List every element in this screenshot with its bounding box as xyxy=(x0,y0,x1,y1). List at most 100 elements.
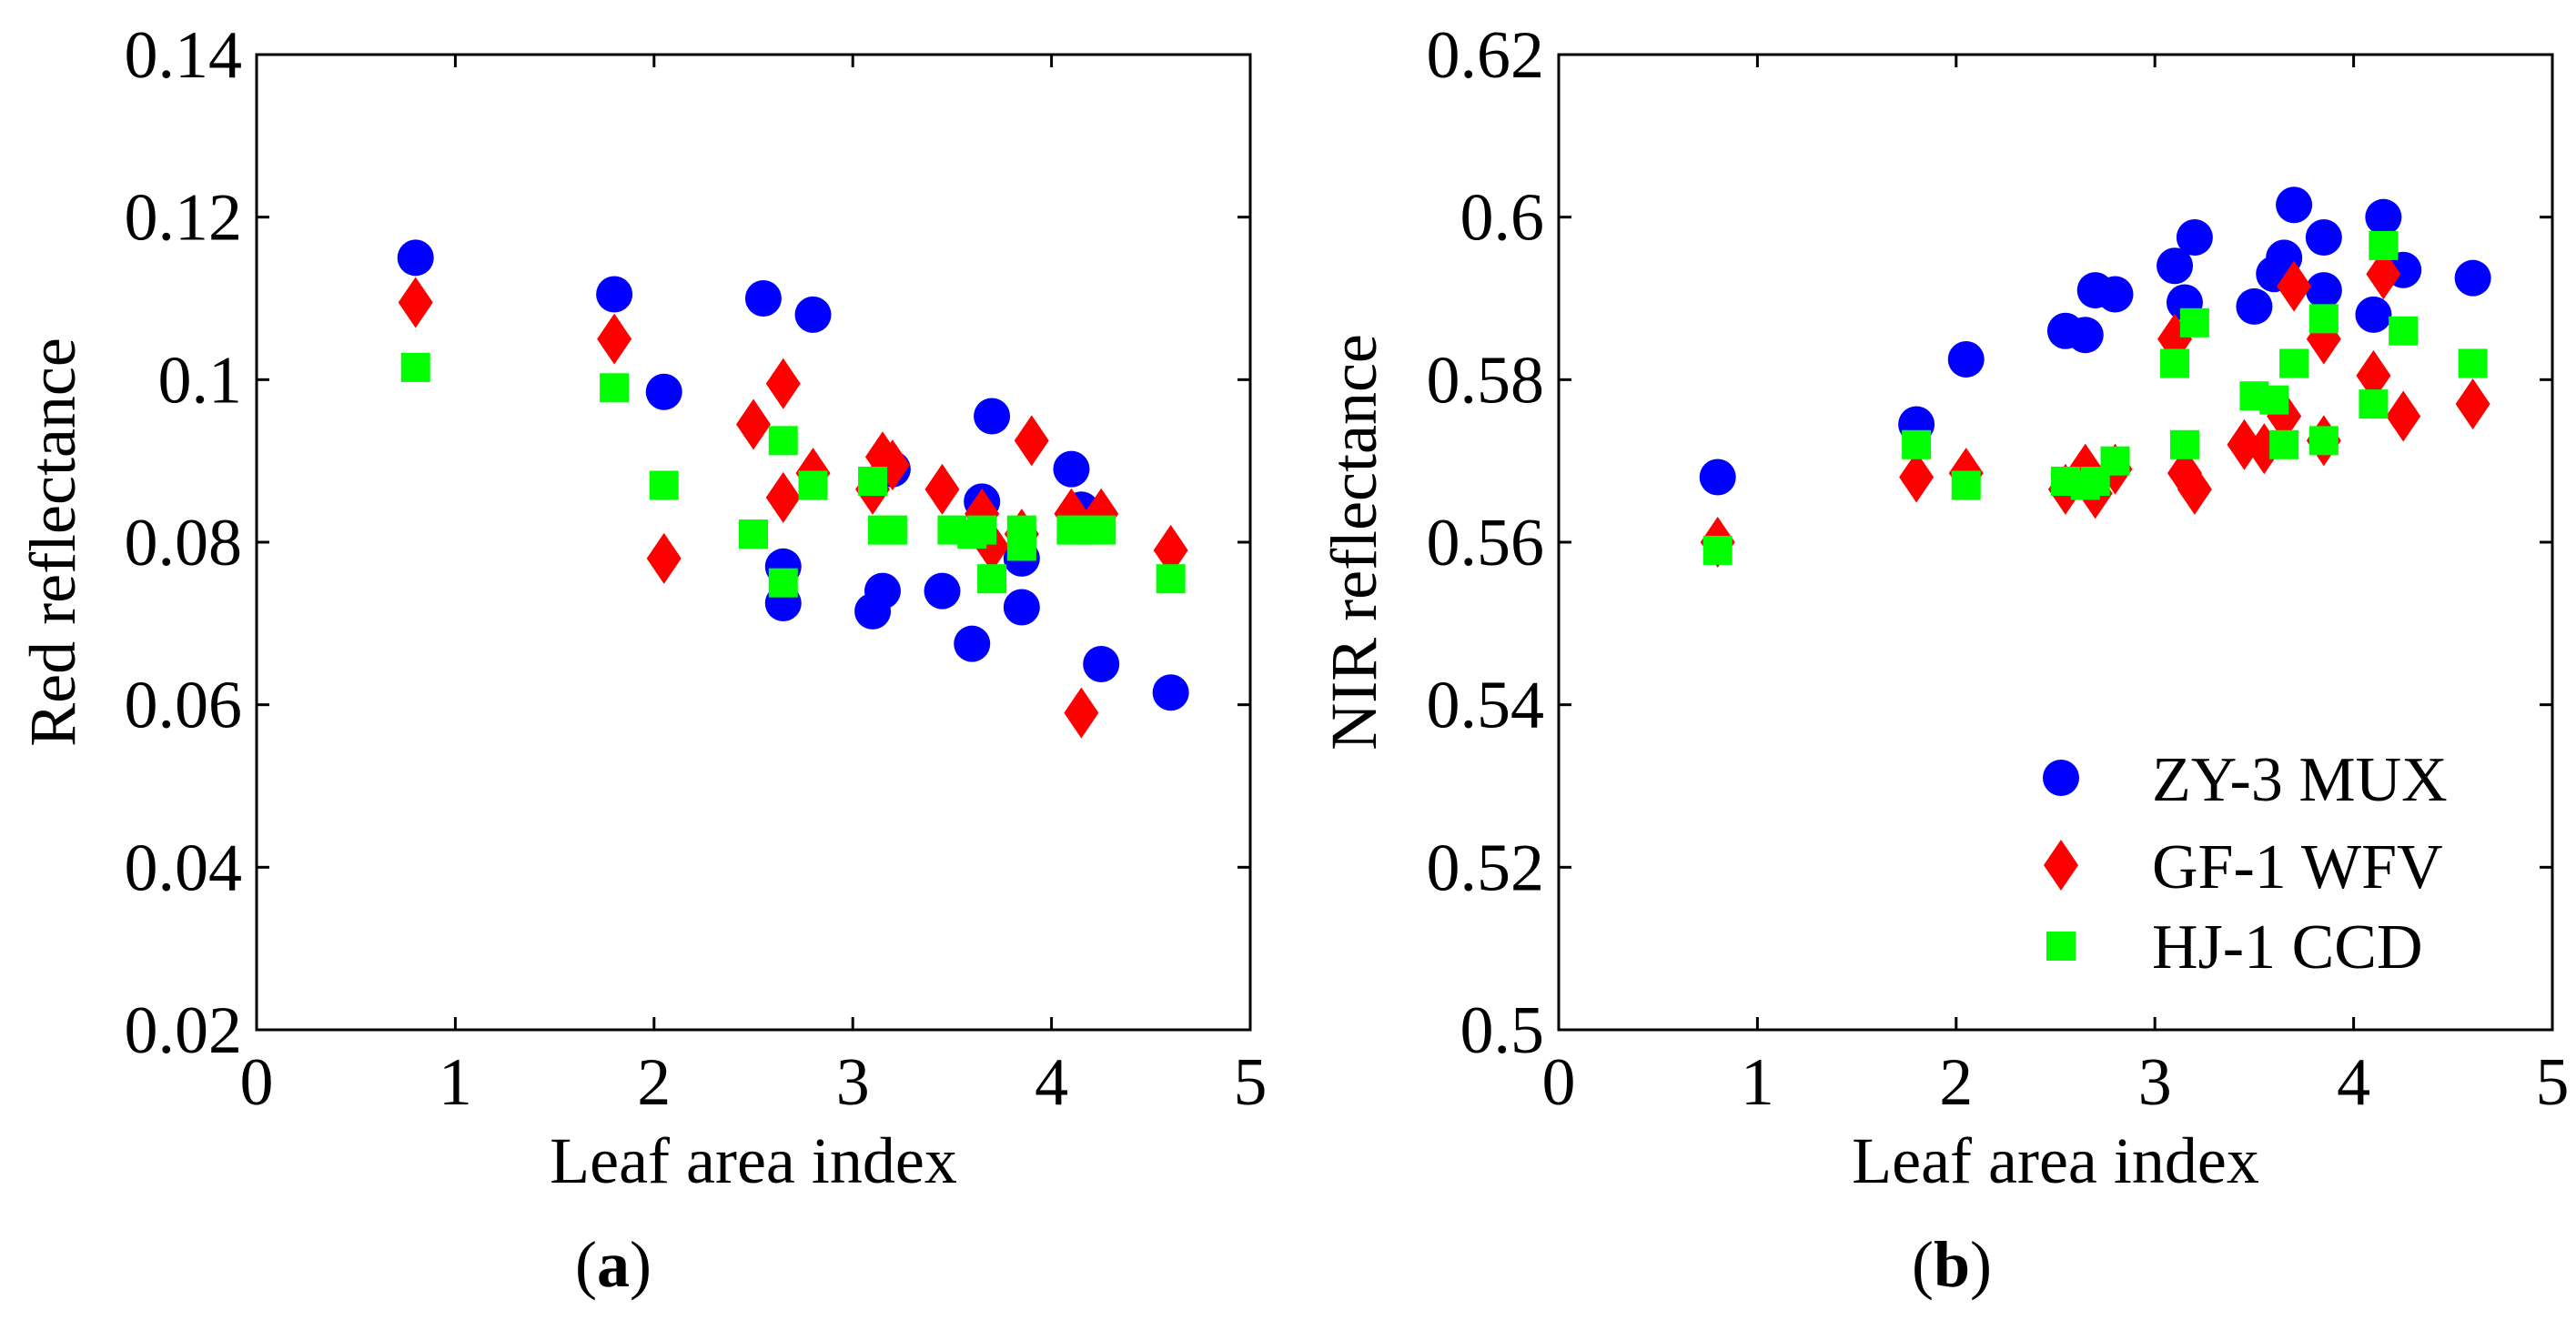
panel-b-y-tick-label: 0.54 xyxy=(1427,669,1545,743)
panel-b-point-gf-1-wfv xyxy=(2366,248,2401,300)
panel-b-point-hj-1-ccd xyxy=(2269,429,2299,459)
legend-marker-gf1-wfv xyxy=(2044,840,2078,891)
panel-a-x-axis-title: Leaf area index xyxy=(550,1124,957,1197)
panel-a-point-zy-3-mux xyxy=(1053,450,1090,488)
panel-a-point-hj-1-ccd xyxy=(400,352,430,382)
panel-b-x-tick-label: 1 xyxy=(1741,1045,1774,1120)
panel-b-y-tick-label: 0.5 xyxy=(1460,993,1545,1068)
panel-b-point-hj-1-ccd xyxy=(1902,429,1932,459)
panel-a-point-gf-1-wfv xyxy=(646,532,682,584)
panel-b-point-hj-1-ccd xyxy=(2458,348,2488,378)
legend-marker-hj1-ccd xyxy=(2046,932,2076,961)
panel-b-point-zy-3-mux xyxy=(2276,186,2313,224)
panel-b-point-hj-1-ccd xyxy=(2169,429,2199,459)
panel-a-x-tick-label: 3 xyxy=(836,1045,870,1120)
panel-b-point-hj-1-ccd xyxy=(2160,348,2190,378)
legend-label-hj1-ccd: HJ-1 CCD xyxy=(2152,912,2423,982)
legend-label-gf1-wfv: GF-1 WFV xyxy=(2152,832,2443,902)
panel-a-x-tick-label: 4 xyxy=(1035,1045,1068,1120)
panel-a-point-hj-1-ccd xyxy=(858,467,888,496)
panel-b-y-tick-label: 0.62 xyxy=(1427,18,1545,93)
panel-b-x-tick-label: 2 xyxy=(1939,1045,1973,1120)
panel-a-point-gf-1-wfv xyxy=(398,277,433,328)
panel-a-label: (a) xyxy=(575,1228,652,1301)
panel-a-y-tick-label: 0.08 xyxy=(125,506,243,580)
panel-a-point-zy-3-mux xyxy=(645,373,682,410)
panel-b-nir-reflectance: 0 1 2 3 4 5 0.5 0.52 0.54 0.56 0.58 0.6 0.62 Leaf ar… xyxy=(1318,18,2570,1301)
panel-a-points xyxy=(397,239,1189,739)
panel-b-point-hj-1-ccd xyxy=(1702,535,1732,565)
panel-b-point-zy-3-mux xyxy=(2096,276,2134,313)
panel-b-x-tick-label: 3 xyxy=(2138,1045,2172,1120)
panel-a-point-gf-1-wfv xyxy=(736,398,771,450)
panel-b-point-gf-1-wfv xyxy=(2177,463,2212,515)
panel-a-point-hj-1-ccd xyxy=(768,426,798,456)
panel-b-point-hj-1-ccd xyxy=(2100,446,2130,476)
panel-b-point-zy-3-mux xyxy=(2236,287,2273,325)
panel-a-point-zy-3-mux xyxy=(596,276,633,313)
panel-a-point-hj-1-ccd xyxy=(649,470,679,500)
panel-b-point-gf-1-wfv xyxy=(2455,378,2490,430)
panel-b-points xyxy=(1699,186,2491,568)
panel-b-x-tick-label: 0 xyxy=(1542,1045,1576,1120)
panel-b-point-zy-3-mux xyxy=(2454,259,2491,297)
panel-a-ticks: 0 1 2 3 4 5 0.02 0.04 0.06 0.08 0.1 0.12 0.14 xyxy=(125,18,1268,1120)
panel-a-red-reflectance: 0 1 2 3 4 5 0.02 0.04 0.06 0.08 0.1 0.12 0.14 Leaf a… xyxy=(16,18,1268,1301)
panel-a-point-gf-1-wfv xyxy=(874,439,910,491)
panel-b-point-zy-3-mux xyxy=(1947,341,1985,378)
panel-a-y-tick-label: 0.02 xyxy=(125,993,243,1068)
panel-b-point-zy-3-mux xyxy=(2157,247,2194,285)
panel-a-point-gf-1-wfv xyxy=(597,313,632,365)
panel-b-y-axis-title: NIR reflectance xyxy=(1318,334,1390,751)
panel-b-point-hj-1-ccd xyxy=(2308,426,2339,456)
panel-b-point-gf-1-wfv xyxy=(2277,260,2312,312)
panel-b-point-hj-1-ccd xyxy=(2259,385,2289,415)
panel-b-x-tick-label: 5 xyxy=(2536,1045,2570,1120)
panel-a-y-tick-label: 0.1 xyxy=(158,343,243,418)
panel-b-point-hj-1-ccd xyxy=(1951,470,1981,500)
panel-b-point-gf-1-wfv xyxy=(2386,390,2421,442)
panel-b-point-zy-3-mux xyxy=(2066,317,2104,354)
panel-a-point-hj-1-ccd xyxy=(977,564,1007,594)
panel-b-point-gf-1-wfv xyxy=(1899,451,1935,503)
panel-b-y-tick-label: 0.56 xyxy=(1427,506,1545,580)
panel-a-point-hj-1-ccd xyxy=(739,519,768,549)
panel-a-y-axis-title: Red reflectance xyxy=(16,338,89,747)
legend-marker-zy3-mux xyxy=(2043,760,2079,796)
panel-b-point-zy-3-mux xyxy=(1699,458,1736,496)
panel-a-point-zy-3-mux xyxy=(1003,589,1040,626)
panel-a-point-gf-1-wfv xyxy=(1153,524,1188,576)
panel-a-point-gf-1-wfv xyxy=(765,471,801,523)
panel-b-x-axis-title: Leaf area index xyxy=(1852,1124,2259,1197)
panel-a-point-hj-1-ccd xyxy=(600,373,630,403)
panel-a-point-hj-1-ccd xyxy=(798,470,828,500)
panel-b-point-zy-3-mux xyxy=(2355,296,2392,333)
panel-a-y-tick-label: 0.06 xyxy=(125,669,243,743)
panel-b-y-tick-label: 0.6 xyxy=(1460,181,1545,256)
panel-b-point-zy-3-mux xyxy=(2305,219,2342,256)
panel-a-point-gf-1-wfv xyxy=(1064,687,1099,739)
panel-a-x-tick-label: 1 xyxy=(439,1045,472,1120)
panel-a-point-zy-3-mux xyxy=(744,280,782,317)
panel-a-y-tick-label: 0.12 xyxy=(125,181,243,256)
panel-b-point-zy-3-mux xyxy=(2305,272,2342,309)
panel-a-x-tick-label: 5 xyxy=(1234,1045,1268,1120)
panel-b-y-tick-label: 0.58 xyxy=(1427,343,1545,418)
panel-b-point-hj-1-ccd xyxy=(2389,316,2419,346)
panel-a-point-hj-1-ccd xyxy=(1156,564,1186,594)
panel-b-label: (b) xyxy=(1912,1228,1992,1301)
panel-a-point-zy-3-mux xyxy=(1152,674,1189,711)
panel-b-point-gf-1-wfv xyxy=(2356,349,2391,401)
panel-a-point-hj-1-ccd xyxy=(1086,515,1116,545)
panel-a-point-gf-1-wfv xyxy=(765,358,801,409)
panel-a-point-zy-3-mux xyxy=(1083,646,1120,682)
panel-a-point-hj-1-ccd xyxy=(1006,531,1036,561)
panel-b-point-hj-1-ccd xyxy=(2308,304,2339,334)
panel-b-y-tick-label: 0.52 xyxy=(1427,831,1545,905)
panel-a-point-zy-3-mux xyxy=(974,398,1011,435)
panel-a-point-gf-1-wfv xyxy=(924,463,960,515)
panel-a-point-hj-1-ccd xyxy=(967,515,997,545)
panel-a-point-zy-3-mux xyxy=(397,239,434,277)
panel-a-y-tick-label: 0.14 xyxy=(125,18,243,93)
